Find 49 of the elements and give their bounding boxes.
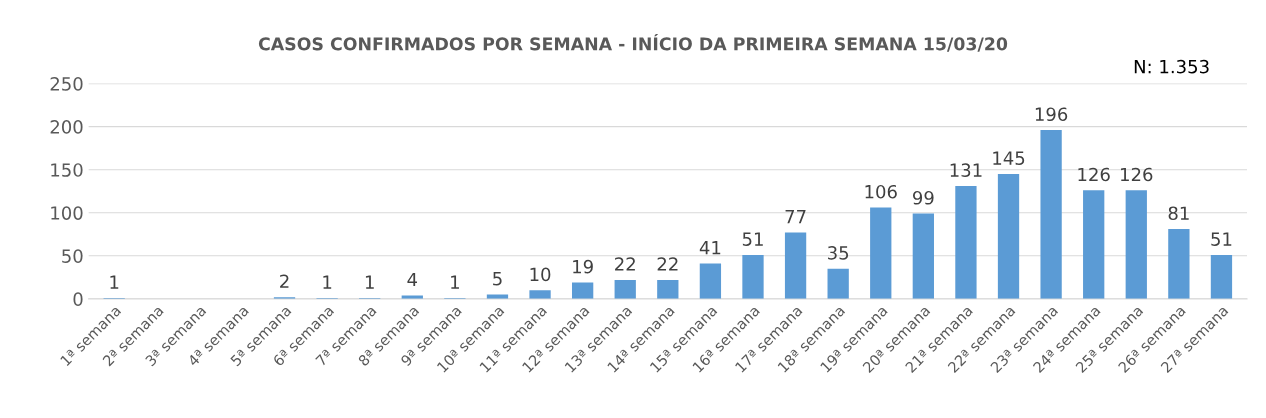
data-label: 22 [615, 257, 635, 271]
data-label: 22 [657, 257, 678, 271]
data-label: 4 [407, 272, 418, 287]
data-label: 10 [530, 267, 551, 282]
data-label: 2 [280, 274, 289, 288]
data-label: 41 [699, 241, 721, 255]
bar [784, 232, 807, 299]
bar [699, 263, 722, 299]
bar [1083, 190, 1105, 299]
data-label: 77 [785, 210, 806, 224]
y-tick-label: 200 [50, 120, 83, 134]
data-label: 131 [950, 163, 982, 178]
bar [742, 254, 764, 299]
data-label: 1 [451, 275, 459, 289]
data-label: 106 [865, 184, 897, 199]
data-label: 19 [573, 259, 593, 274]
bar [912, 213, 934, 299]
bar [614, 279, 636, 299]
bar [1210, 254, 1233, 299]
data-label: 126 [1121, 167, 1153, 182]
bar [1040, 130, 1062, 299]
bar [827, 268, 849, 299]
data-label: 196 [1035, 107, 1068, 122]
data-label: 1 [365, 275, 374, 289]
bar [657, 279, 679, 299]
data-label: 51 [1211, 232, 1232, 246]
bar [997, 174, 1020, 299]
data-label: 51 [742, 232, 763, 246]
y-tick-label: 0 [73, 292, 83, 306]
bar [1125, 190, 1147, 299]
y-tick-label: 150 [51, 163, 83, 177]
data-label: 1 [110, 275, 119, 289]
bar [955, 186, 977, 299]
data-label: 35 [828, 246, 849, 260]
y-tick-label: 50 [62, 249, 83, 263]
bar [529, 290, 551, 299]
bar [571, 282, 594, 299]
bar [870, 207, 892, 299]
y-tick-label: 250 [50, 77, 83, 91]
bar [1168, 229, 1190, 299]
data-label: 99 [912, 190, 934, 205]
y-tick-label: 100 [51, 206, 83, 220]
data-label: 1 [323, 275, 332, 289]
data-label: 126 [1078, 167, 1110, 182]
data-label: 5 [493, 272, 502, 286]
chart-title: CASOS CONFIRMADOS POR SEMANA - INÍCIO DA PRIMEIRA SEMANA 15/03/20 [258, 34, 1008, 52]
data-label: 81 [1168, 206, 1189, 221]
data-label: 145 [993, 151, 1025, 165]
text: N: 1.353 [1134, 59, 1209, 74]
